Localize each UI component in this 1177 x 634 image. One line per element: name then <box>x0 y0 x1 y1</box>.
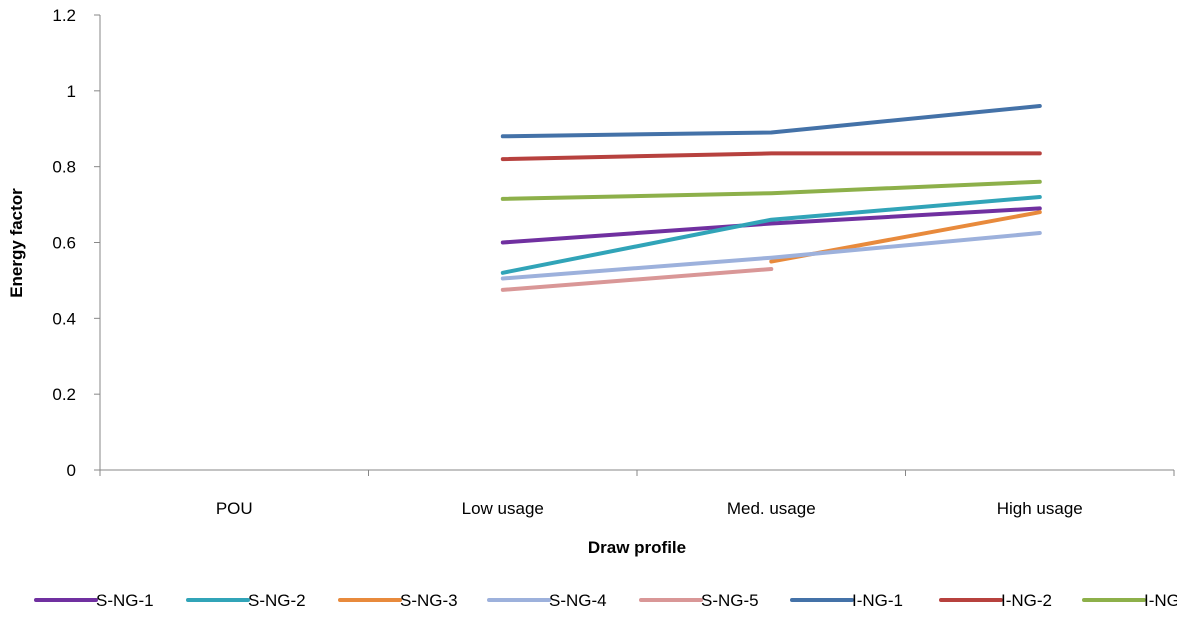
y-tick-label: 1 <box>67 82 76 101</box>
x-axis-title: Draw profile <box>588 538 686 557</box>
legend-label: S-NG-3 <box>400 591 458 610</box>
y-tick-label: 0.4 <box>52 309 76 328</box>
legend: S-NG-1 S-NG-2 S-NG-3 S-NG-4 S-NG-5 I-NG-1 I-NG… <box>36 591 1177 610</box>
y-axis-title: Energy factor <box>7 188 26 298</box>
legend-label: S-NG-4 <box>549 591 607 610</box>
legend-label: S-NG-2 <box>248 591 306 610</box>
legend-label: S-NG-1 <box>96 591 154 610</box>
series-line-i-ng-1 <box>503 106 1040 136</box>
series-line-s-ng-5 <box>503 269 772 290</box>
series-lines <box>503 106 1040 290</box>
y-tick-label: 1.2 <box>52 6 76 25</box>
y-axis: 0 0.2 0.4 0.6 0.8 1 1.2 <box>52 6 100 480</box>
y-tick-label: 0.6 <box>52 234 76 253</box>
x-tick-label: Med. usage <box>727 499 816 518</box>
x-tick-label: POU <box>216 499 253 518</box>
legend-label: I-NG-3 <box>1144 591 1177 610</box>
legend-label: S-NG-5 <box>701 591 759 610</box>
legend-label: I-NG-1 <box>852 591 903 610</box>
series-line-i-ng-3 <box>503 182 1040 199</box>
x-tick-label: Low usage <box>462 499 544 518</box>
y-tick-label: 0.2 <box>52 385 76 404</box>
y-tick-label: 0.8 <box>52 158 76 177</box>
legend-label: I-NG-2 <box>1001 591 1052 610</box>
x-axis: POU Low usage Med. usage High usage <box>100 470 1174 518</box>
y-tick-label: 0 <box>67 461 76 480</box>
series-line-i-ng-2 <box>503 153 1040 159</box>
x-tick-label: High usage <box>997 499 1083 518</box>
